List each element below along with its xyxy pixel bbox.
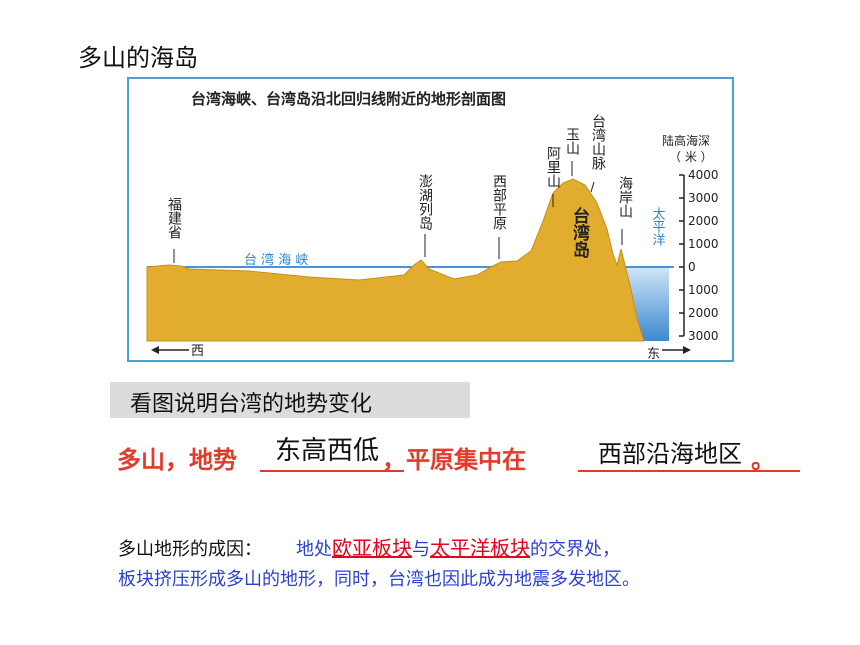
axis-tick-label: 0 (688, 260, 696, 274)
terrain-profile-figure: 台湾海峡、台湾岛沿北回归线附近的地形剖面图 陆高海深 （ 米 ） 4000 300… (127, 77, 734, 362)
label-yushan: 玉山 (564, 127, 580, 155)
axis-tick-label: 3000 (688, 191, 719, 205)
label-range: 台湾山脉 (590, 114, 606, 170)
answer-part2: 平原集中在 (406, 446, 526, 474)
label-plain: 西部平原 (491, 174, 507, 230)
cause-mid: 与 (412, 539, 430, 560)
cause-line-1: 多山地形的成因： 地处欧亚板块与太平洋板块的交界处， (118, 532, 620, 561)
label-penghu: 澎湖列岛 (417, 174, 433, 230)
label-fujian: 福建省 (166, 197, 182, 239)
figure-title: 台湾海峡、台湾岛沿北回归线附近的地形剖面图 (191, 90, 506, 108)
axis-tick-label: 1000 (688, 283, 719, 297)
label-island: 台湾岛 (569, 206, 590, 259)
leader-range (590, 181, 595, 193)
axis-tick-label: 2000 (688, 306, 719, 320)
east-arrow-head (683, 346, 691, 354)
cause-label: 多山地形的成因： (118, 539, 262, 560)
answer-line: 多山，地势 ，平原集中在 。 (117, 440, 775, 475)
question-text: 看图说明台湾的地势变化 (130, 392, 373, 417)
axis-tick-label: 2000 (688, 214, 719, 228)
west-arrow-head (151, 346, 159, 354)
blank2-underline (578, 470, 800, 472)
answer-part1: 多山，地势 (117, 446, 237, 474)
answer-comma: ， (382, 446, 406, 474)
axis-unit: （ 米 ） (669, 150, 713, 164)
blank1-underline (260, 470, 404, 472)
label-strait: 台 湾 海 峡 (244, 252, 308, 268)
axis-tick-label: 1000 (688, 237, 719, 251)
label-alishan: 阿里山 (545, 146, 561, 188)
blank2-answer: 西部沿海地区 (598, 440, 742, 468)
terrain-profile (146, 178, 645, 342)
label-coastal: 海岸山 (617, 176, 633, 218)
cause-prefix: 地处 (296, 539, 332, 560)
question-box: 看图说明台湾的地势变化 (110, 382, 470, 418)
slide-title: 多山的海岛 (78, 44, 198, 72)
cause-plate1: 欧亚板块 (332, 536, 412, 560)
cause-line-2: 板块挤压形成多山的地形，同时，台湾也因此成为地震多发地区。 (118, 569, 640, 590)
axis-tick-label: 4000 (688, 168, 719, 182)
label-pacific: 太平洋 (650, 207, 666, 246)
cause-suffix: 的交界处， (530, 539, 620, 560)
label-east: 东 (647, 347, 660, 360)
cause-plate2: 太平洋板块 (430, 536, 530, 560)
depth-axis: 4000 3000 2000 1000 0 1000 2000 3000 (679, 168, 719, 343)
axis-label: 陆高海深 (662, 133, 710, 148)
blank1-answer: 东高西低 (275, 436, 380, 466)
label-west: 西 (191, 344, 204, 359)
answer-end: 。 (751, 446, 775, 474)
axis-tick-label: 3000 (688, 329, 719, 343)
